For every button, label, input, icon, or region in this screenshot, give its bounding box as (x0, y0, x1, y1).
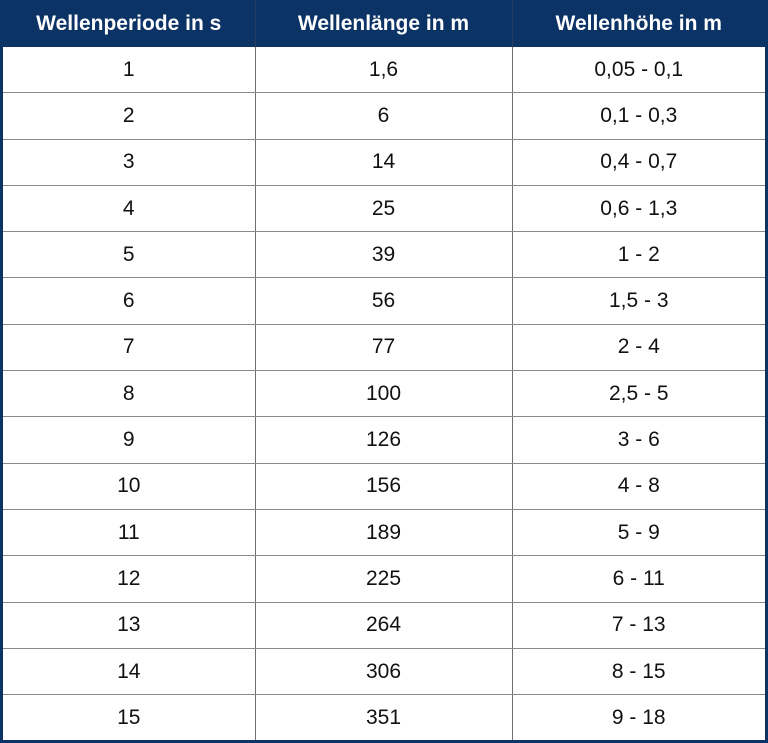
header-wave-period: Wellenperiode in s (3, 0, 256, 47)
table-row: 3 14 0,4 - 0,7 (3, 139, 765, 186)
table-row: 2 6 0,1 - 0,3 (3, 92, 765, 140)
cell-wave-height: 2,5 - 5 (512, 370, 765, 418)
table-row: 12 225 6 - 11 (3, 555, 765, 603)
table-row: 8 100 2,5 - 5 (3, 370, 765, 418)
cell-wave-height: 1 - 2 (512, 231, 765, 279)
cell-wave-period: 9 (3, 416, 256, 464)
cell-wave-length: 126 (255, 416, 513, 464)
table-row: 13 264 7 - 13 (3, 602, 765, 649)
cell-wave-length: 264 (255, 602, 513, 649)
cell-wave-height: 4 - 8 (512, 463, 765, 510)
table-row: 9 126 3 - 6 (3, 416, 765, 464)
header-wave-length: Wellenlänge in m (255, 0, 513, 47)
cell-wave-period: 8 (3, 370, 256, 418)
cell-wave-height: 1,5 - 3 (512, 277, 765, 325)
table-row: 10 156 4 - 8 (3, 463, 765, 510)
cell-wave-height: 6 - 11 (512, 555, 765, 603)
cell-wave-length: 351 (255, 694, 513, 741)
cell-wave-height: 7 - 13 (512, 602, 765, 649)
cell-wave-length: 156 (255, 463, 513, 510)
cell-wave-period: 11 (3, 509, 256, 557)
cell-wave-period: 5 (3, 231, 256, 279)
cell-wave-period: 14 (3, 648, 256, 696)
table-body: 1 1,6 0,05 - 0,1 2 6 0,1 - 0,3 3 14 0,4 - 0,7 4 25… (3, 47, 765, 741)
table-row: 4 25 0,6 - 1,3 (3, 185, 765, 233)
cell-wave-height: 0,4 - 0,7 (512, 139, 765, 186)
wave-table: Wellenperiode in s Wellenlänge in m Well… (3, 0, 765, 741)
table-row: 7 77 2 - 4 (3, 324, 765, 372)
cell-wave-length: 189 (255, 509, 513, 557)
cell-wave-period: 3 (3, 139, 256, 186)
cell-wave-period: 2 (3, 92, 256, 140)
cell-wave-height: 0,1 - 0,3 (512, 92, 765, 140)
table-row: 11 189 5 - 9 (3, 509, 765, 557)
cell-wave-height: 3 - 6 (512, 416, 765, 464)
cell-wave-length: 100 (255, 370, 513, 418)
cell-wave-period: 13 (3, 602, 256, 649)
cell-wave-length: 6 (255, 92, 513, 140)
table-row: 1 1,6 0,05 - 0,1 (3, 47, 765, 94)
cell-wave-height: 0,05 - 0,1 (512, 47, 765, 94)
cell-wave-period: 15 (3, 694, 256, 741)
table-row: 6 56 1,5 - 3 (3, 277, 765, 325)
cell-wave-period: 4 (3, 185, 256, 233)
cell-wave-height: 2 - 4 (512, 324, 765, 372)
cell-wave-length: 77 (255, 324, 513, 372)
cell-wave-length: 225 (255, 555, 513, 603)
cell-wave-length: 39 (255, 231, 513, 279)
header-wave-height: Wellenhöhe in m (512, 0, 765, 47)
table-row: 15 351 9 - 18 (3, 694, 765, 741)
cell-wave-period: 10 (3, 463, 256, 510)
header-row: Wellenperiode in s Wellenlänge in m Well… (3, 0, 765, 47)
cell-wave-length: 306 (255, 648, 513, 696)
table-row: 14 306 8 - 15 (3, 648, 765, 696)
cell-wave-height: 5 - 9 (512, 509, 765, 557)
cell-wave-period: 6 (3, 277, 256, 325)
cell-wave-length: 25 (255, 185, 513, 233)
cell-wave-length: 14 (255, 139, 513, 186)
cell-wave-height: 0,6 - 1,3 (512, 185, 765, 233)
cell-wave-height: 8 - 15 (512, 648, 765, 696)
cell-wave-period: 1 (3, 47, 256, 94)
cell-wave-period: 12 (3, 555, 256, 603)
cell-wave-length: 1,6 (255, 47, 513, 94)
table-row: 5 39 1 - 2 (3, 231, 765, 279)
cell-wave-period: 7 (3, 324, 256, 372)
cell-wave-length: 56 (255, 277, 513, 325)
cell-wave-height: 9 - 18 (611, 705, 666, 729)
